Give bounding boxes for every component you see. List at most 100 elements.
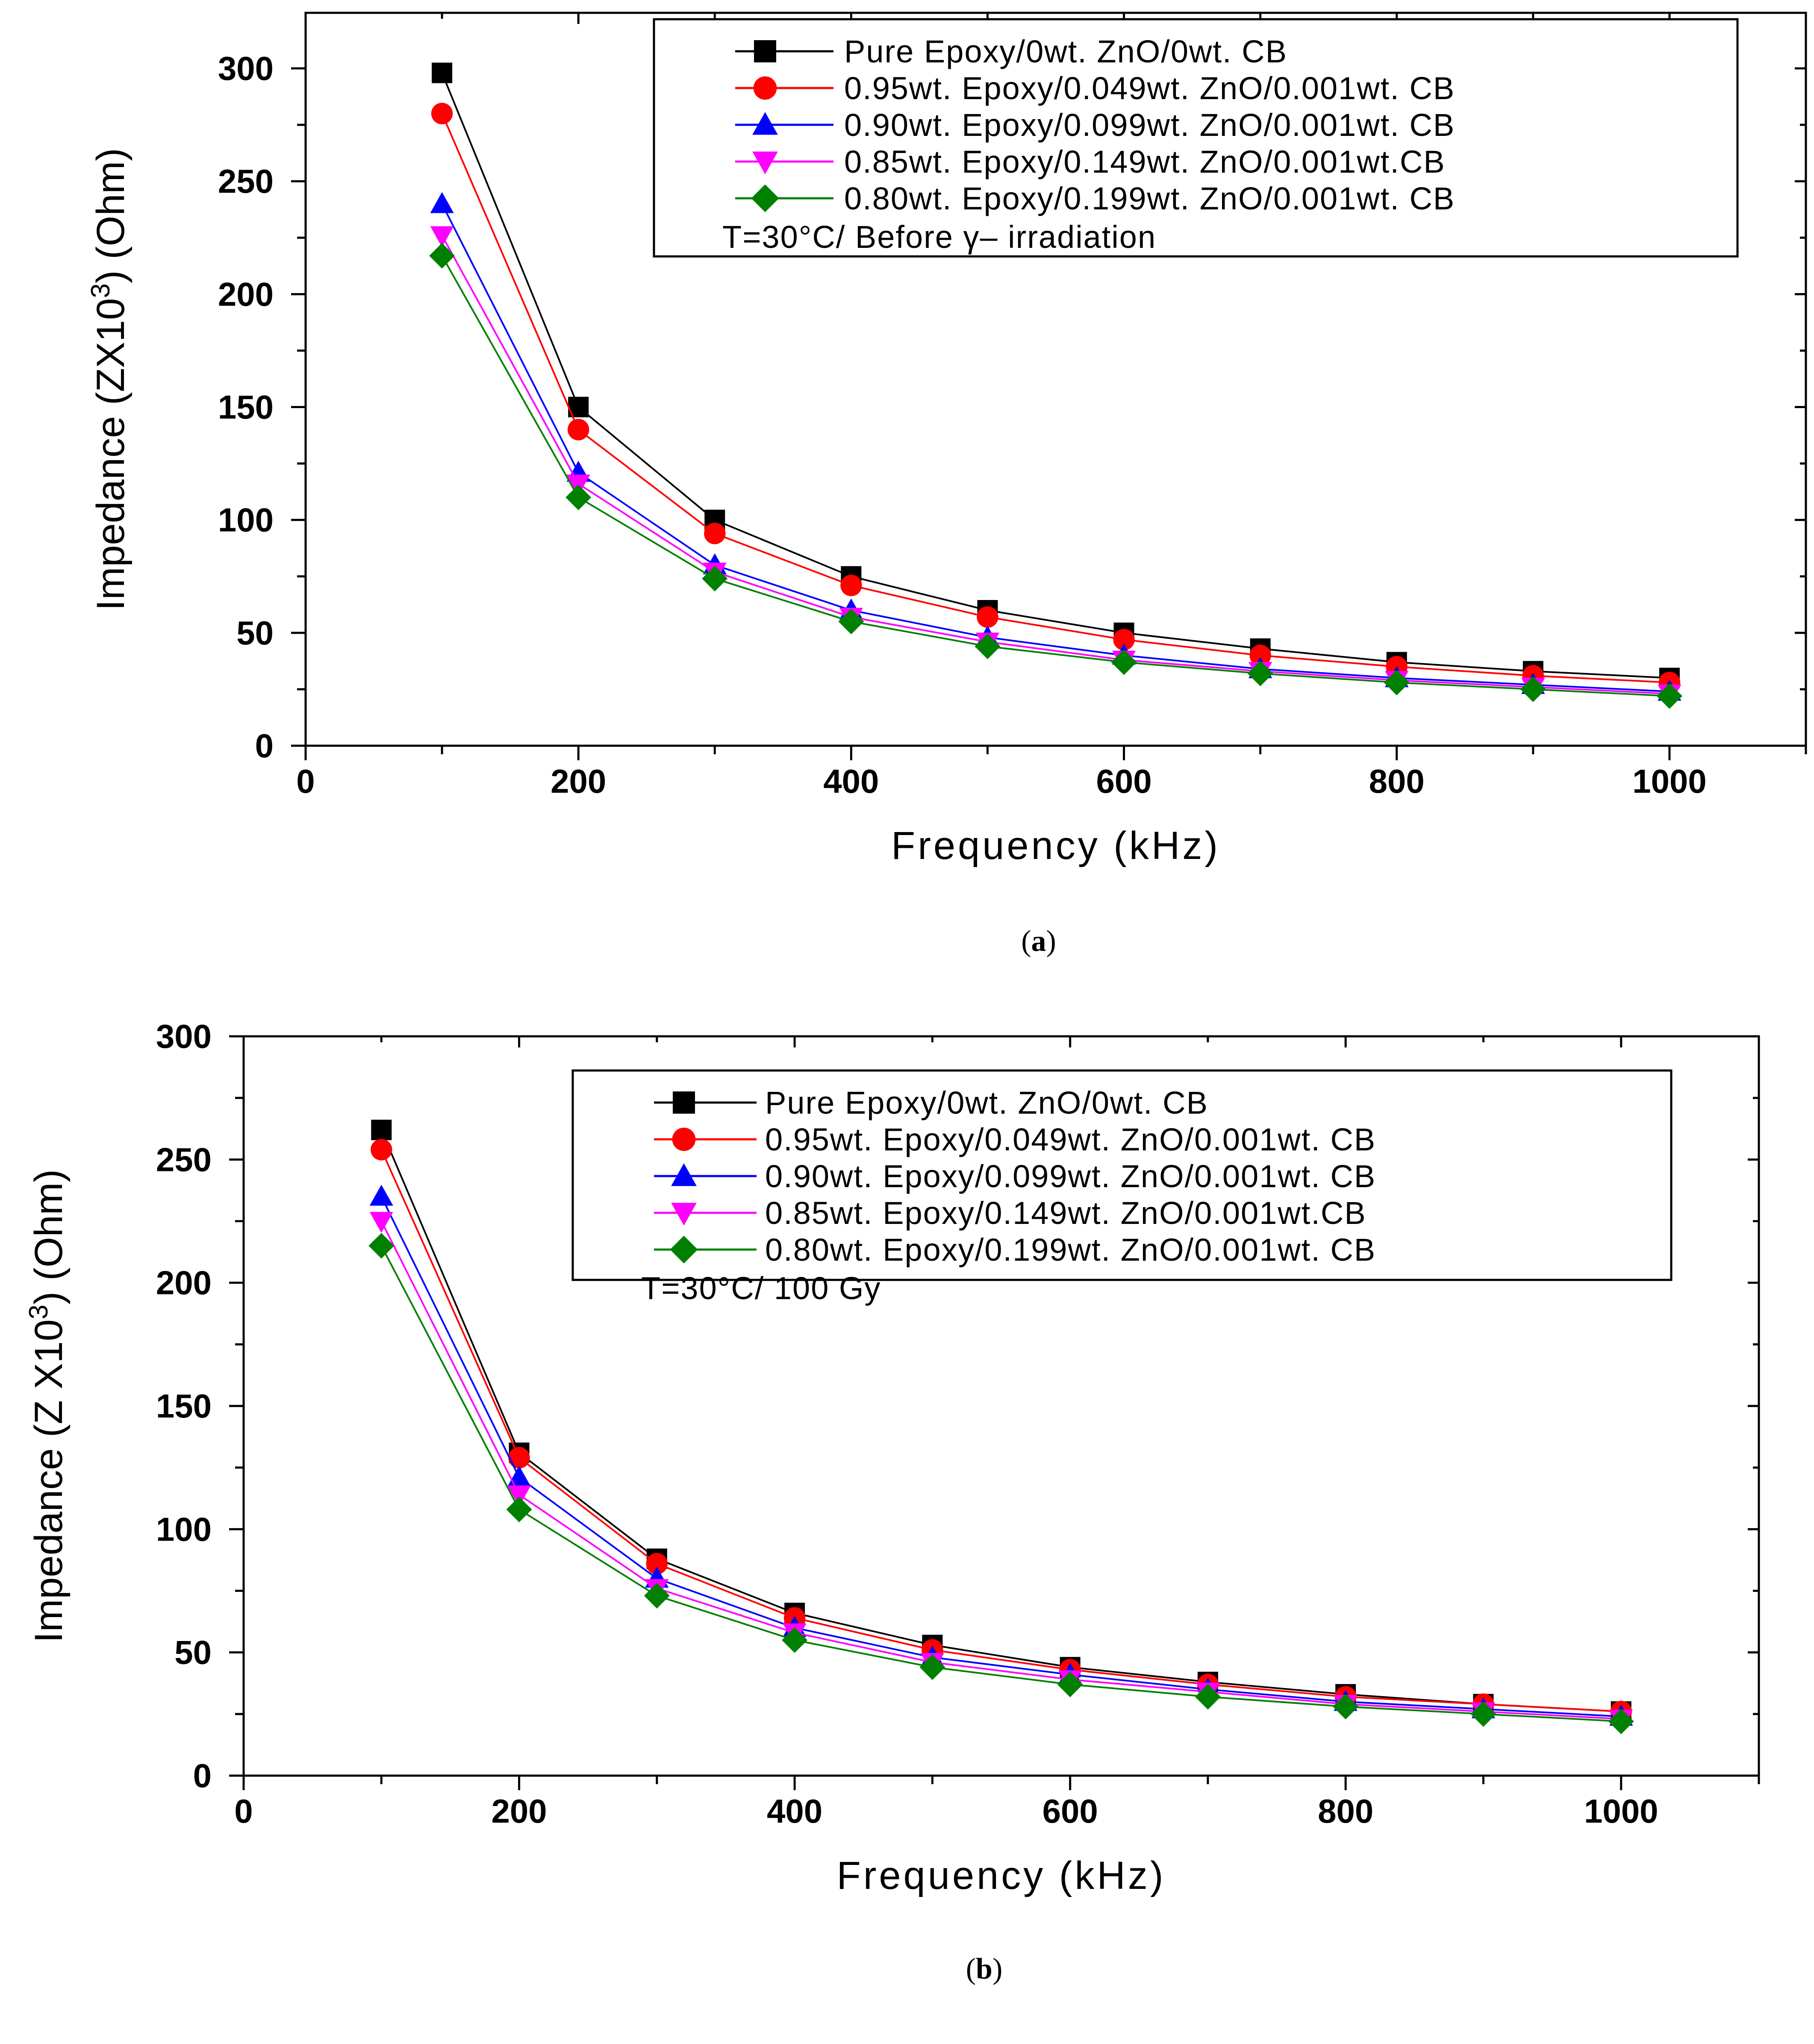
legend-marker (752, 151, 778, 174)
legend-entry: 0.95wt. Epoxy/0.049wt. ZnO/0.001wt. CB (844, 71, 1455, 106)
data-point (646, 1553, 668, 1575)
data-point (1195, 1684, 1221, 1710)
y-tick-label: 250 (156, 1141, 212, 1178)
y-tick-label: 50 (174, 1634, 212, 1671)
data-point (1384, 670, 1410, 696)
y-tick-label: 300 (218, 50, 274, 87)
data-point (1608, 1709, 1634, 1735)
legend-entry: 0.85wt. Epoxy/0.149wt. ZnO/0.001wt.CB (844, 144, 1446, 179)
legend-note: T=30°C/ 100 Gy (641, 1271, 881, 1306)
panel-caption: (b) (966, 1953, 1003, 1985)
data-point (838, 609, 864, 635)
legend-marker (752, 112, 778, 135)
series-line (380, 1149, 1621, 1713)
data-point (977, 606, 998, 628)
legend: Pure Epoxy/0wt. ZnO/0wt. CB0.95wt. Epoxy… (653, 18, 1739, 258)
y-tick-label: 200 (156, 1264, 212, 1302)
data-point (1520, 676, 1546, 702)
legend-entry: 0.80wt. Epoxy/0.199wt. ZnO/0.001wt. CB (765, 1232, 1376, 1268)
data-point (919, 1654, 945, 1680)
data-point (1656, 683, 1682, 709)
legend-marker (751, 184, 779, 212)
x-tick-label: 600 (1096, 762, 1151, 800)
legend-marker (753, 76, 777, 100)
legend-entry: 0.85wt. Epoxy/0.149wt. ZnO/0.001wt.CB (765, 1195, 1366, 1231)
data-point (431, 103, 453, 124)
legend: Pure Epoxy/0wt. ZnO/0wt. CB0.95wt. Epoxy… (571, 1069, 1673, 1306)
y-tick-label: 300 (156, 1018, 212, 1055)
data-point (508, 1447, 530, 1469)
data-point (1333, 1694, 1359, 1720)
plot-frame (304, 12, 1807, 747)
legend-entry: 0.95wt. Epoxy/0.049wt. ZnO/0.001wt. CB (765, 1122, 1376, 1157)
data-point (368, 1233, 395, 1259)
y-tick-label: 200 (218, 275, 274, 313)
series-line (441, 255, 1670, 697)
y-tick-label: 100 (156, 1510, 212, 1548)
data-point (1470, 1701, 1496, 1727)
x-tick-label: 800 (1369, 762, 1425, 800)
chart-panel-a: 0 200 400 600 800 1000 0 50 100 150 200 250 300 Frequ… (86, 12, 1807, 958)
x-tick-label: 200 (551, 762, 606, 800)
data-point (565, 484, 592, 510)
data-point (702, 566, 728, 592)
legend-box (653, 18, 1739, 258)
x-tick-label: 800 (1318, 1792, 1373, 1830)
x-tick-label: 0 (234, 1792, 253, 1830)
series-line (441, 203, 1670, 693)
x-tick-label: 0 (296, 762, 315, 800)
data-point (506, 1497, 532, 1523)
data-point (369, 1212, 393, 1233)
data-point (371, 1139, 392, 1161)
data-point (369, 1185, 393, 1206)
legend-marker (671, 1203, 697, 1226)
chart-panel-b: 0 200 400 600 800 1000 0 50 100 150 200 250 300 Frequ… (24, 1018, 1760, 1985)
data-point (1249, 644, 1271, 666)
y-tick-label: 250 (218, 162, 274, 200)
y-axis-title: Impedance (ZX103) (Ohm) (86, 148, 133, 611)
y-axis-title: Impedance (Z X103) (Ohm) (24, 1169, 71, 1643)
series-line (441, 235, 1670, 695)
x-tick-label: 400 (823, 762, 879, 800)
legend-note: T=30°C/ Before γ– irradiation (722, 219, 1156, 255)
legend-marker (673, 1091, 695, 1114)
data-point (1247, 660, 1273, 686)
series-line (441, 113, 1670, 684)
data-point (567, 419, 589, 441)
series-line (380, 1245, 1621, 1723)
data-point (371, 1120, 392, 1141)
x-tick-label: 200 (491, 1792, 547, 1830)
data-point (704, 523, 726, 544)
data-point (507, 1485, 531, 1507)
series-line (380, 1129, 1621, 1713)
x-tick-label: 1000 (1584, 1792, 1658, 1830)
data-point (644, 1583, 670, 1609)
series-line (380, 1196, 1621, 1718)
legend-marker (672, 1127, 696, 1151)
series-line (441, 72, 1670, 679)
series-5 (429, 243, 1682, 709)
y-tick-label: 150 (218, 388, 274, 426)
legend-entry: Pure Epoxy/0wt. ZnO/0wt. CB (844, 34, 1287, 69)
x-tick-label: 600 (1042, 1792, 1098, 1830)
x-tick-label: 1000 (1632, 762, 1707, 800)
data-point (430, 226, 454, 247)
y-tick-label: 50 (236, 614, 274, 652)
legend-entry: Pure Epoxy/0wt. ZnO/0wt. CB (765, 1085, 1208, 1121)
x-axis-title: Frequency (kHz) (891, 824, 1220, 868)
legend-entry: 0.90wt. Epoxy/0.099wt. ZnO/0.001wt. CB (844, 107, 1455, 143)
y-tick-label: 100 (218, 501, 274, 539)
data-point (1113, 629, 1135, 650)
data-point (975, 633, 1001, 659)
x-axis-title: Frequency (kHz) (837, 1854, 1166, 1897)
series-4 (369, 1212, 1633, 1731)
legend-entry: 0.90wt. Epoxy/0.099wt. ZnO/0.001wt. CB (765, 1159, 1376, 1194)
data-point (782, 1627, 808, 1653)
legend-marker (754, 40, 776, 62)
y-tick-label: 150 (156, 1387, 212, 1425)
data-point (507, 1465, 531, 1487)
data-point (429, 243, 455, 269)
legend-marker (671, 1163, 697, 1186)
legend-entry: 0.80wt. Epoxy/0.199wt. ZnO/0.001wt. CB (844, 181, 1455, 216)
